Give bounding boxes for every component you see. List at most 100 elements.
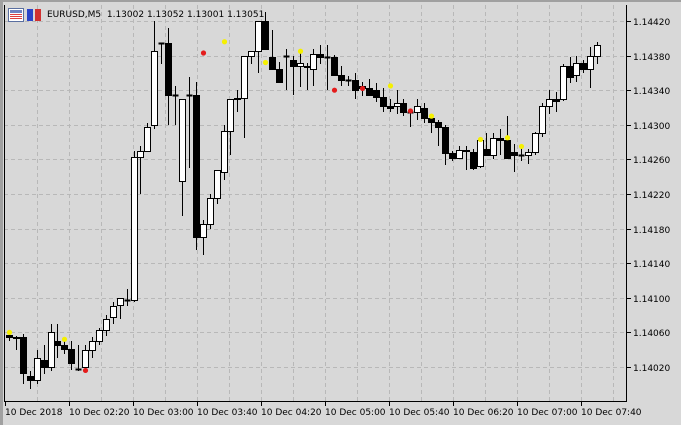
candle xyxy=(290,56,297,95)
candle xyxy=(227,99,234,155)
price-tick-label: 1.14220 xyxy=(633,191,670,201)
candle xyxy=(117,298,124,319)
candle xyxy=(587,47,594,88)
candle xyxy=(283,49,290,90)
price-tick-label: 1.14140 xyxy=(633,260,670,270)
candle xyxy=(110,302,117,324)
candle xyxy=(525,149,532,164)
candle xyxy=(54,324,61,358)
candle xyxy=(124,289,131,306)
price-tick-label: 1.14020 xyxy=(633,364,670,374)
candle xyxy=(221,125,228,180)
red-signal-marker xyxy=(331,87,338,93)
candle xyxy=(131,151,138,302)
candle xyxy=(470,149,477,170)
time-tick-label: 10 Dec 07:40 xyxy=(581,408,642,418)
candle xyxy=(317,45,324,64)
candles xyxy=(6,12,601,389)
candle xyxy=(137,146,144,194)
candle xyxy=(262,12,269,50)
candle xyxy=(594,42,601,64)
candle xyxy=(580,60,587,73)
candle xyxy=(207,194,214,229)
candle xyxy=(186,77,193,168)
yellow-signal-marker xyxy=(6,329,13,335)
price-tick-label: 1.14300 xyxy=(633,122,670,132)
time-tick-label: 10 Dec 03:40 xyxy=(197,408,258,418)
candle xyxy=(442,125,449,165)
red-signal-marker xyxy=(82,367,89,374)
candle xyxy=(20,334,27,384)
price-tick-label: 1.14380 xyxy=(633,53,670,63)
yellow-signal-marker xyxy=(61,336,68,342)
candle xyxy=(82,345,89,369)
candle xyxy=(497,129,504,155)
yellow-signal-marker xyxy=(428,113,435,119)
price-tick-label: 1.14260 xyxy=(633,156,670,166)
time-tick-label: 10 Dec 07:00 xyxy=(517,408,578,418)
candle xyxy=(352,73,359,99)
candle xyxy=(297,51,304,87)
candle xyxy=(567,57,574,83)
yellow-signal-marker xyxy=(297,48,304,54)
candle xyxy=(61,341,68,354)
price-tick-label: 1.14340 xyxy=(633,87,670,97)
time-tick-label: 10 Dec 03:00 xyxy=(133,408,194,418)
candle xyxy=(421,103,428,123)
candle xyxy=(214,170,221,204)
candle xyxy=(414,99,421,120)
candle xyxy=(449,151,456,161)
candle xyxy=(96,328,103,345)
time-tick-label: 10 Dec 05:00 xyxy=(325,408,386,418)
candle xyxy=(158,42,165,64)
candle xyxy=(172,86,179,125)
yellow-signal-marker xyxy=(518,143,525,150)
price-tick-label: 1.14060 xyxy=(633,329,670,339)
candle xyxy=(13,336,20,350)
candle xyxy=(387,99,394,112)
candle xyxy=(75,345,82,371)
candle xyxy=(338,66,345,86)
candle xyxy=(255,21,262,73)
time-tick-label: 10 Dec 06:20 xyxy=(453,408,514,418)
candle xyxy=(89,337,96,358)
candle xyxy=(234,90,241,112)
candle xyxy=(34,350,41,384)
candle xyxy=(103,315,110,336)
candle xyxy=(560,64,567,101)
yellow-signal-marker xyxy=(477,136,484,143)
candle xyxy=(241,56,248,138)
chart-window-icon[interactable] xyxy=(8,8,24,22)
yellow-signal-marker xyxy=(262,59,269,66)
candle xyxy=(68,341,75,370)
candle xyxy=(151,21,158,129)
window-top-border xyxy=(0,0,681,2)
time-tick-label: 10 Dec 05:40 xyxy=(389,408,450,418)
time-tick-label: 10 Dec 2018 xyxy=(5,408,63,418)
candle xyxy=(304,63,311,90)
candle xyxy=(331,55,338,76)
time-tick-label: 10 Dec 02:20 xyxy=(69,408,130,418)
yellow-signal-marker xyxy=(221,39,228,45)
candle xyxy=(324,45,331,90)
candle xyxy=(276,62,283,83)
candle xyxy=(539,103,546,137)
candle xyxy=(144,123,151,152)
candle xyxy=(41,345,48,374)
candle xyxy=(380,88,387,112)
candle xyxy=(48,324,55,371)
window-left-border xyxy=(0,0,3,425)
candle xyxy=(490,133,497,159)
candle xyxy=(366,79,373,96)
symbol-label: EURUSD,M5 xyxy=(47,10,102,20)
candle xyxy=(573,56,580,82)
properties-icon[interactable] xyxy=(27,9,41,21)
red-signal-marker xyxy=(359,85,366,92)
candle xyxy=(546,90,553,114)
candle xyxy=(511,144,518,172)
yellow-signal-marker xyxy=(387,83,394,89)
candle xyxy=(193,82,200,250)
candle xyxy=(435,120,442,146)
price-tick-label: 1.14180 xyxy=(633,226,670,236)
